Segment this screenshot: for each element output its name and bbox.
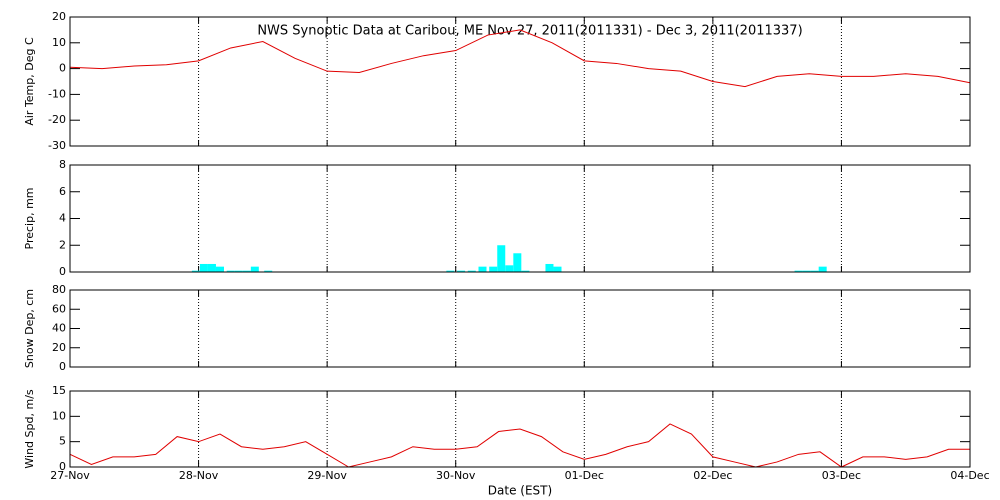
y-tick-label: 8 xyxy=(59,158,66,171)
y-tick-label: 0 xyxy=(59,265,66,278)
plot-frame xyxy=(69,16,971,147)
bar xyxy=(446,270,455,272)
bar xyxy=(489,266,498,272)
y-tick-label: 4 xyxy=(59,212,66,225)
y-tick-label: 0 xyxy=(59,460,66,473)
y-tick-label: 0 xyxy=(59,62,66,75)
bar xyxy=(513,253,522,272)
x-tick-label: 27-Nov xyxy=(50,469,90,482)
y-tick-label: 20 xyxy=(52,10,66,23)
x-tick-label: 28-Nov xyxy=(179,469,219,482)
bar xyxy=(467,270,476,272)
bar xyxy=(521,270,530,272)
bar xyxy=(478,266,487,272)
y-tick-label: -20 xyxy=(48,113,66,126)
x-tick-label: 03-Dec xyxy=(822,469,861,482)
y-tick-label: 15 xyxy=(52,384,66,397)
bar xyxy=(802,270,811,272)
y-tick-label: 0 xyxy=(59,360,66,373)
bar xyxy=(242,270,251,272)
x-tick-label: 30-Nov xyxy=(436,469,476,482)
y-axis-label: Wind Spd, m/s xyxy=(23,389,36,469)
chart-title: NWS Synoptic Data at Caribou, ME Nov 27,… xyxy=(257,24,802,39)
y-axis-label: Air Temp, Deg C xyxy=(23,37,36,126)
plot-frame xyxy=(69,164,971,273)
x-tick-label: 29-Nov xyxy=(307,469,347,482)
y-axis-label: Precip, mm xyxy=(23,188,36,250)
y-tick-label: 60 xyxy=(52,302,66,315)
y-tick-label: -10 xyxy=(48,87,66,100)
x-tick-label: 02-Dec xyxy=(693,469,732,482)
bar xyxy=(216,266,224,272)
bar xyxy=(794,270,803,272)
y-tick-label: 40 xyxy=(52,322,66,335)
y-tick-label: 10 xyxy=(52,36,66,49)
bar xyxy=(191,270,200,272)
bar xyxy=(497,245,506,272)
x-tick-label: 04-Dec xyxy=(950,469,989,482)
plot-frame xyxy=(69,289,971,368)
bar xyxy=(457,270,466,272)
bar xyxy=(818,266,827,272)
bar xyxy=(545,263,554,272)
bar xyxy=(199,263,208,272)
bar xyxy=(250,266,259,272)
x-tick-label: 01-Dec xyxy=(565,469,604,482)
y-axis-label: Snow Dep, cm xyxy=(23,289,36,368)
y-tick-label: 20 xyxy=(52,341,66,354)
bar xyxy=(810,270,819,272)
bar xyxy=(226,270,235,272)
bar xyxy=(553,266,562,272)
bar xyxy=(234,270,243,272)
x-axis-label: Date (EST) xyxy=(488,484,552,498)
plot-frame xyxy=(69,390,971,468)
line xyxy=(69,423,970,468)
y-tick-label: 80 xyxy=(52,283,66,296)
bar xyxy=(207,263,216,272)
bar xyxy=(264,270,273,272)
bar xyxy=(505,265,514,272)
y-tick-label: 10 xyxy=(52,409,66,422)
y-tick-label: 5 xyxy=(59,435,66,448)
line xyxy=(69,29,971,88)
y-tick-label: -30 xyxy=(48,139,66,152)
y-tick-label: 2 xyxy=(59,238,66,251)
y-tick-label: 6 xyxy=(59,185,66,198)
